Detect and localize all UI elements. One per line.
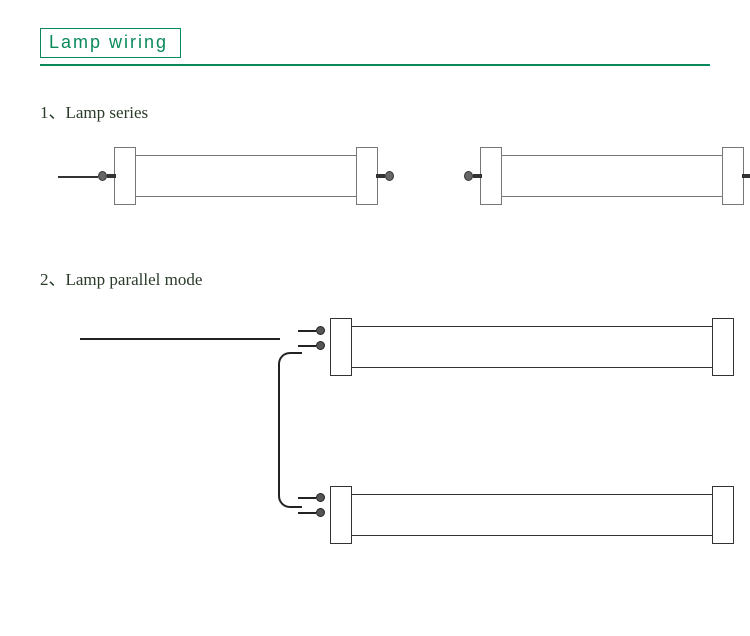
lamp-unit [98, 147, 394, 205]
series-diagram [58, 147, 710, 205]
lamp-unit [330, 486, 734, 544]
page-title-box: Lamp wiring [40, 28, 181, 58]
input-wire [58, 176, 98, 178]
section-label-parallel: 2、Lamp parallel mode [40, 265, 710, 290]
endcap [722, 147, 744, 205]
section-label-series: 1、Lamp series [40, 98, 710, 123]
connector-dot-icon [316, 326, 325, 335]
connector-stack-icon [298, 326, 325, 350]
wire-stub [298, 497, 316, 499]
lamp-unit [330, 318, 734, 376]
endcap [480, 147, 502, 205]
endcap [330, 486, 352, 544]
lamp-unit [464, 147, 750, 205]
lamp-body [352, 494, 712, 536]
connector-stack-icon [298, 493, 325, 517]
endcap [712, 318, 734, 376]
wire-stub [298, 345, 316, 347]
connector-dot-icon [316, 341, 325, 350]
wire-stub [298, 330, 316, 332]
endcap [712, 486, 734, 544]
endcap [114, 147, 136, 205]
connector-left-icon [98, 169, 116, 183]
endcap [356, 147, 378, 205]
input-wire [80, 338, 280, 340]
lamp-body [352, 326, 712, 368]
connector-dot-icon [316, 493, 325, 502]
lamp-body [136, 155, 356, 197]
lamp-body [502, 155, 722, 197]
wire-stub [298, 512, 316, 514]
parallel-diagram [80, 318, 710, 608]
connector-left-icon [464, 169, 482, 183]
connector-right-icon [742, 169, 750, 183]
endcap [330, 318, 352, 376]
loop-wire [278, 352, 302, 432]
connector-right-icon [376, 169, 394, 183]
connector-dot-icon [316, 508, 325, 517]
title-underline [40, 64, 710, 66]
